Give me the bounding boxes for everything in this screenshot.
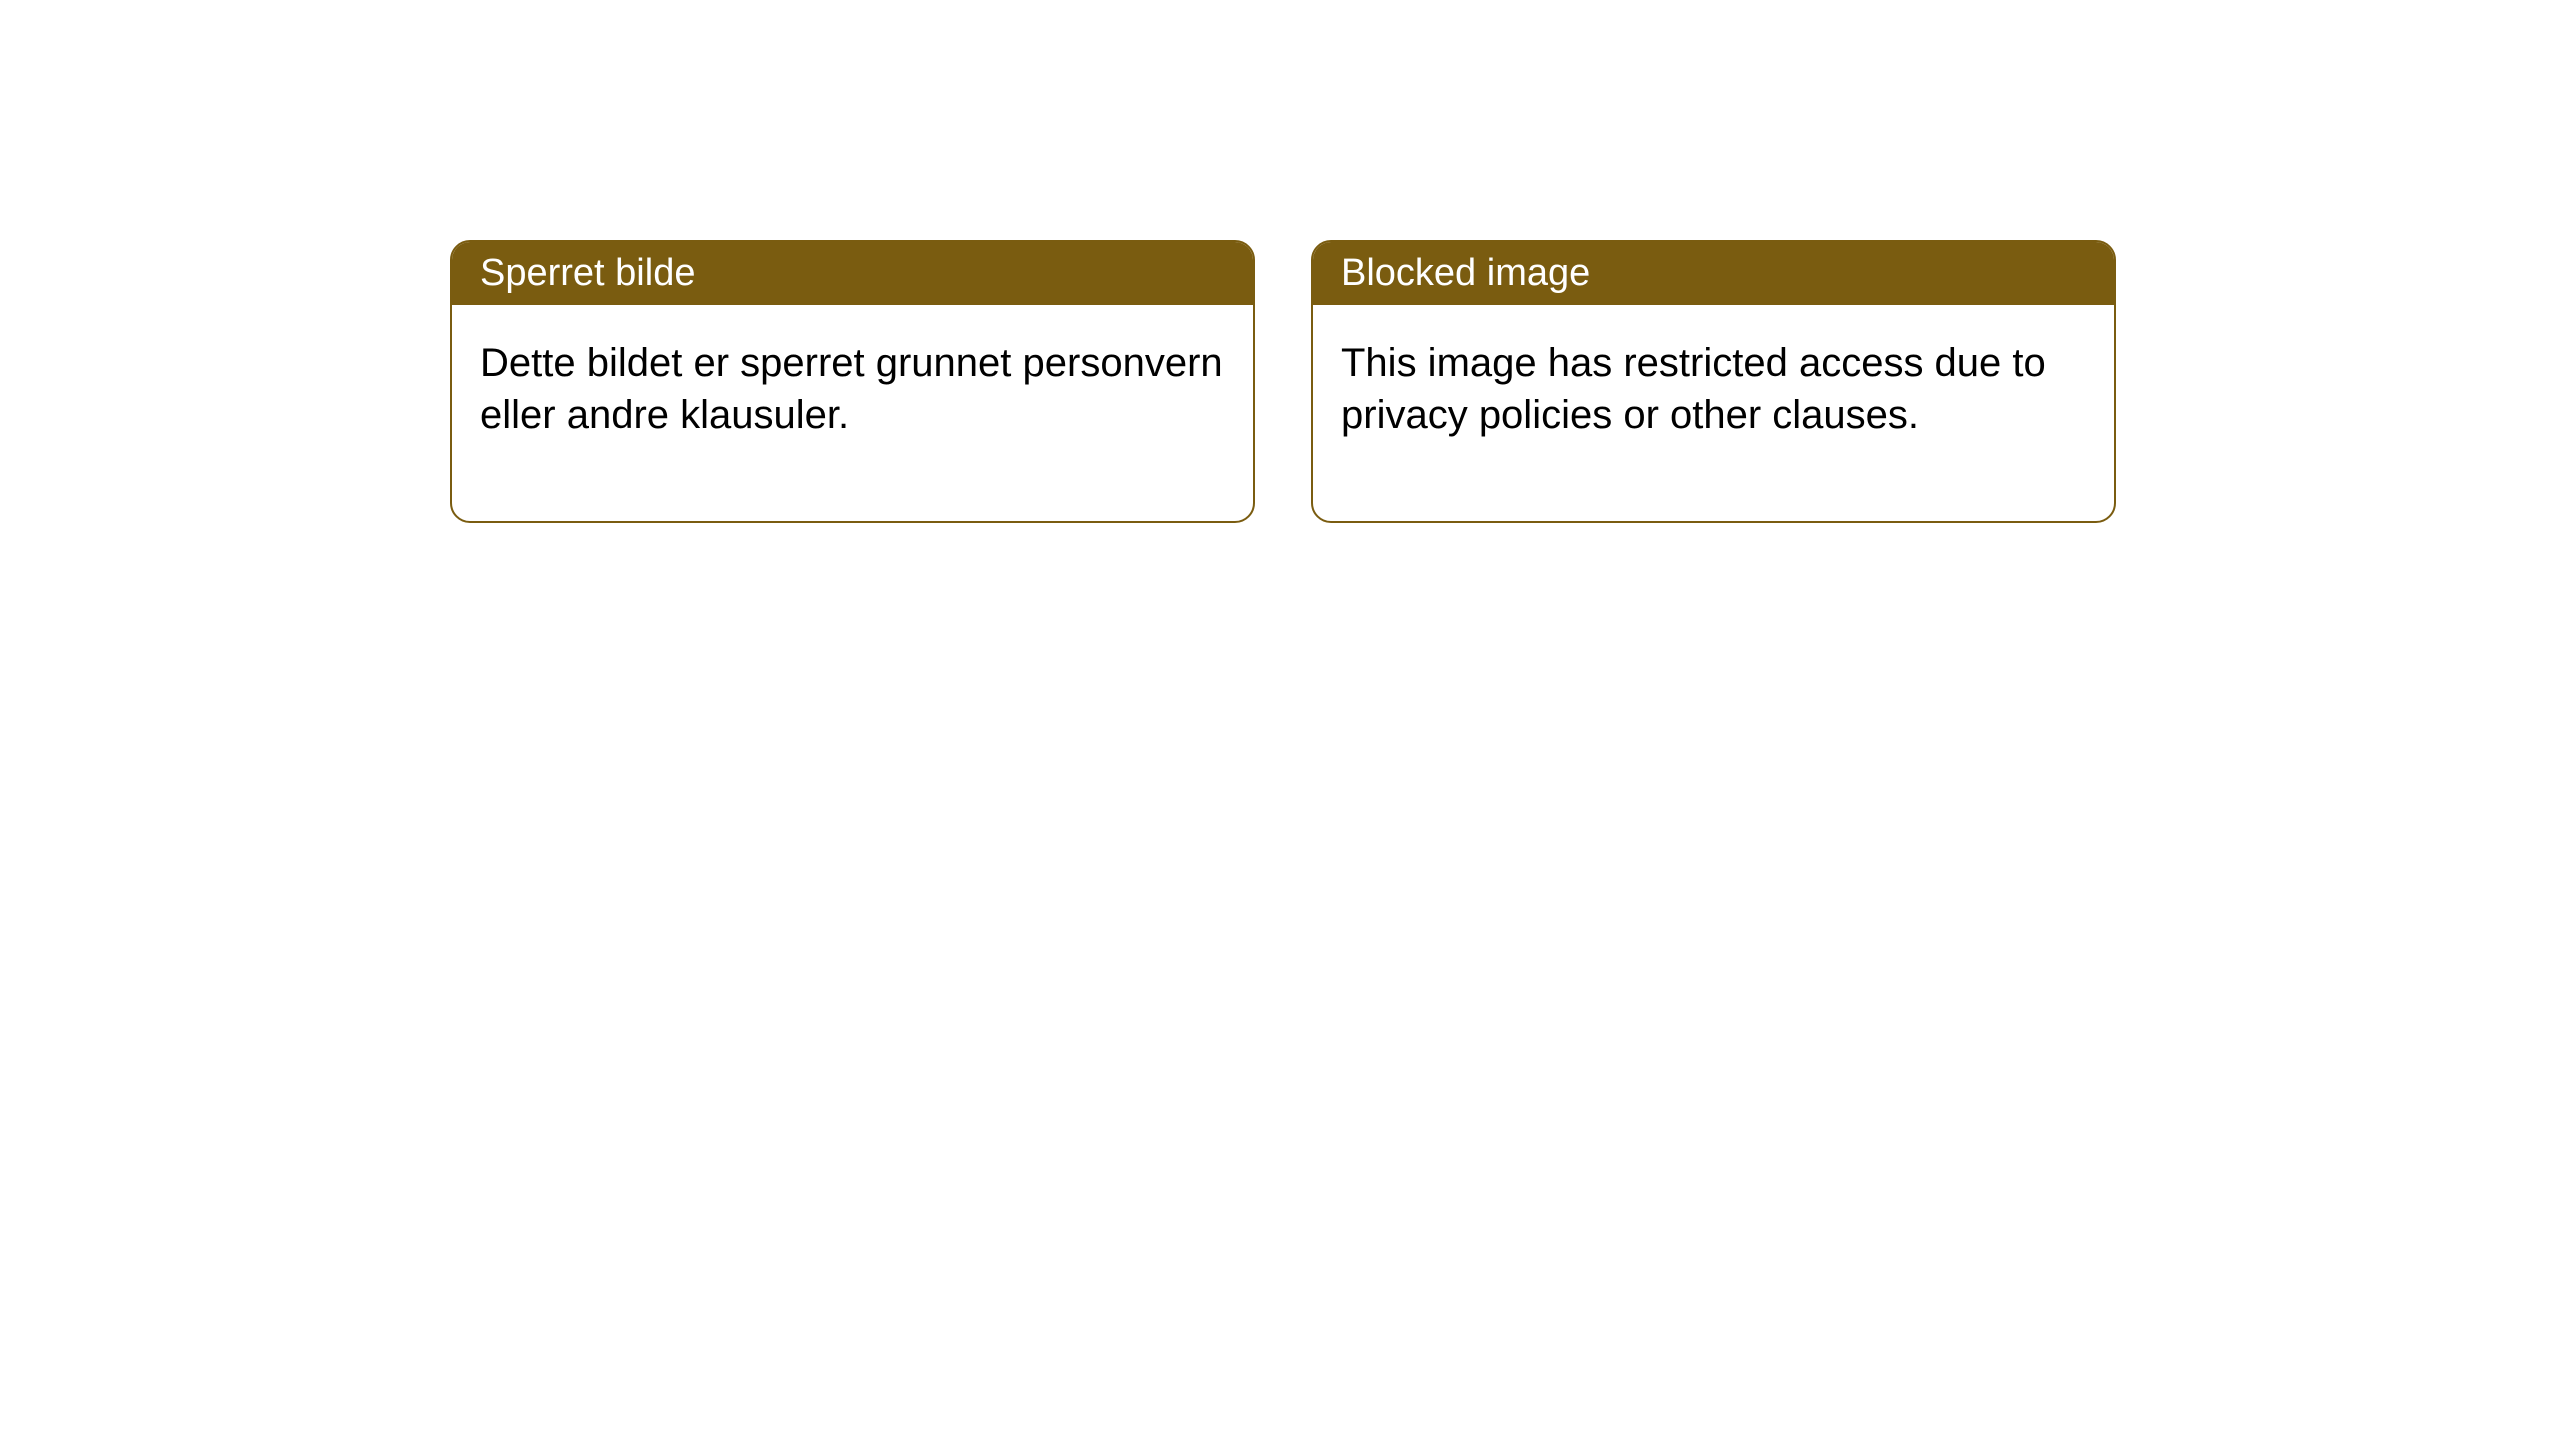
notice-header: Blocked image [1313,242,2114,305]
notice-container: Sperret bilde Dette bildet er sperret gr… [0,0,2560,523]
notice-header: Sperret bilde [452,242,1253,305]
notice-body: Dette bildet er sperret grunnet personve… [452,305,1253,521]
notice-card-english: Blocked image This image has restricted … [1311,240,2116,523]
notice-body: This image has restricted access due to … [1313,305,2114,521]
notice-card-norwegian: Sperret bilde Dette bildet er sperret gr… [450,240,1255,523]
